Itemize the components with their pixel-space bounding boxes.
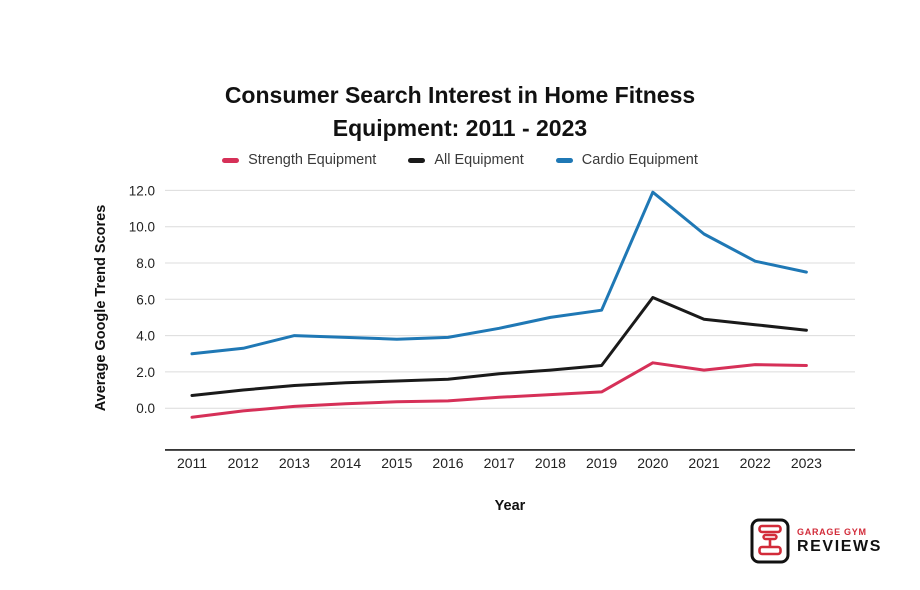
x-tick-label: 2017 [484, 455, 515, 471]
series-line-cardio-equipment [190, 190, 808, 356]
legend-item-3: Cardio Equipment [555, 152, 698, 168]
trend-chart-svg: 0.0 2.0 4.0 6.0 8.0 10.0 12.0 2011 2012 2013 2014 2… [129, 183, 855, 471]
series-line-all-equipment [190, 296, 808, 397]
legend-label: All Equipment [434, 152, 524, 168]
x-tick-label: 2015 [381, 455, 412, 471]
x-axis-title: Year [494, 498, 526, 514]
legend-item-2: All Equipment [408, 152, 524, 168]
chart-title-line2: Equipment: 2011 - 2023 [332, 115, 588, 141]
x-tick-label: 2013 [279, 455, 310, 471]
y-tick-label: 4.0 [136, 329, 155, 344]
y-tick-label: 0.0 [136, 401, 155, 416]
series-line-strength-equipment [190, 361, 808, 419]
legend-label: Cardio Equipment [581, 152, 698, 168]
x-tick-label: 2019 [586, 455, 617, 471]
brand-logo-text: GARAGE GYM REVIEWS [797, 527, 882, 555]
chart-title-line1: Consumer Search Interest in Home Fitness [224, 82, 696, 108]
legend-item-1: Strength Equipment [222, 152, 376, 168]
legend-swatch-icon [408, 157, 426, 163]
x-tick-label: 2022 [740, 455, 771, 471]
x-tick-label: 2023 [791, 455, 822, 471]
x-tick-label: 2014 [330, 455, 361, 471]
chart-title: Consumer Search Interest in Home Fitness… [0, 79, 920, 145]
brand-name-bottom: REVIEWS [797, 538, 882, 555]
legend-swatch-icon [555, 157, 573, 163]
x-tick-label: 2018 [535, 455, 566, 471]
dumbbell-icon [750, 518, 790, 564]
y-tick-label: 2.0 [136, 365, 155, 380]
y-tick-label: 6.0 [136, 292, 155, 307]
legend-label: Strength Equipment [248, 152, 377, 168]
x-tick-label: 2021 [688, 455, 719, 471]
y-tick-label: 10.0 [129, 220, 155, 235]
legend-swatch-icon [222, 157, 240, 163]
x-tick-label: 2011 [177, 455, 207, 471]
legend: Strength Equipment All Equipment Cardio Eq… [0, 152, 920, 168]
brand-logo: GARAGE GYM REVIEWS [750, 518, 882, 564]
x-tick-label: 2012 [228, 455, 259, 471]
brand-name-top: GARAGE GYM [797, 527, 867, 537]
y-tick-label: 12.0 [129, 183, 155, 198]
x-tick-label: 2020 [637, 455, 668, 471]
x-tick-label: 2016 [432, 455, 463, 471]
y-tick-label: 8.0 [136, 256, 155, 271]
